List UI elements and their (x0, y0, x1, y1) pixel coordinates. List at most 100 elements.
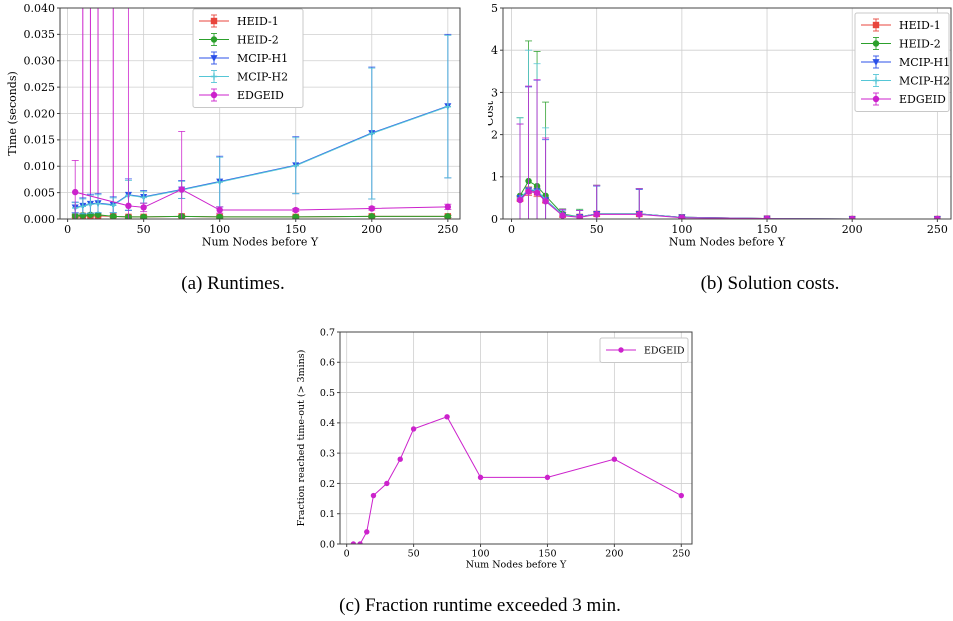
y-tick-label: 0.6 (320, 358, 335, 369)
chart-runtimes: 0 50 100 150 200 250 0.000 0.005 0.010 0.015 0.020… (6, 2, 461, 249)
data-point (525, 188, 532, 195)
x-axis-label: Num Nodes before Y (466, 559, 567, 570)
y-tick-label: 0.030 (24, 55, 56, 68)
legend-label: MCIP-H1 (899, 56, 950, 69)
data-point (79, 203, 87, 210)
data-point (125, 202, 132, 210)
data-point (516, 196, 524, 204)
x-tick-label: 50 (590, 223, 604, 236)
legend-marker (872, 21, 880, 29)
y-tick-label: 0.2 (320, 479, 335, 490)
legend-label: HEID-1 (899, 19, 941, 32)
data-point (410, 426, 417, 432)
legend-label: EDGEID (644, 345, 685, 356)
x-tick-label: 200 (361, 223, 382, 236)
x-tick-label: 250 (672, 549, 690, 560)
legend-label: HEID-2 (899, 37, 941, 50)
y-tick-label: 0.4 (320, 418, 335, 429)
legend-label: EDGEID (237, 89, 284, 102)
chart-solution-costs: 0 50 100 150 200 250 0 1 2 3 4 5 Num Nodes before Y C… (488, 2, 952, 249)
data-point (444, 414, 450, 420)
y-tick-label: 0 (491, 213, 498, 226)
y-tick-label: 2 (491, 128, 498, 141)
legend-marker (210, 17, 218, 25)
legend-marker (618, 347, 624, 353)
legend-marker (210, 73, 218, 80)
caption-c: (c) Fraction runtime exceeded 3 min. (339, 595, 621, 616)
data-point (87, 201, 94, 208)
y-tick-label: 1 (491, 171, 498, 184)
data-point (350, 541, 357, 544)
legend-marker (872, 95, 880, 103)
data-point (178, 186, 185, 193)
data-point (849, 215, 856, 219)
x-tick-label: 50 (137, 223, 151, 236)
y-tick-label: 0.000 (24, 213, 56, 226)
x-tick-label: 50 (408, 549, 420, 560)
x-tick-label: 0 (64, 223, 71, 236)
data-point (216, 213, 223, 219)
x-tick-label: 250 (437, 223, 458, 236)
x-tick-label: 0 (508, 223, 515, 236)
legend-item: MCIP-H2 (861, 74, 950, 87)
series-line (519, 180, 938, 219)
data-point (559, 212, 566, 219)
legend-marker (210, 36, 218, 43)
legend-label: MCIP-H2 (237, 70, 288, 83)
data-point (397, 456, 403, 462)
series-line (353, 416, 682, 544)
y-tick-label: 5 (491, 2, 498, 15)
y-tick-label: 0.015 (24, 134, 56, 147)
y-axis-label: Cost (488, 100, 496, 126)
y-tick-label: 4 (491, 44, 498, 57)
y-tick-label: 0.0 (320, 539, 335, 550)
data-point (384, 480, 390, 487)
legend-label: EDGEID (899, 93, 946, 106)
legend-marker (210, 91, 218, 99)
data-point (216, 206, 223, 214)
data-point (444, 213, 452, 219)
y-tick-label: 0.040 (24, 2, 56, 15)
legend-box (599, 337, 689, 363)
y-axis-label: Fraction reached time-out (> 3mins) (296, 350, 307, 527)
caption-b: (b) Solution costs. (700, 273, 840, 294)
legend: HEID-1 HEID-2 MCIP-H1 MCIP-H2 EDGEID (192, 8, 304, 108)
data-point (542, 198, 549, 205)
data-point (593, 211, 600, 218)
x-tick-label: 100 (209, 223, 230, 236)
data-point (364, 529, 370, 535)
legend-item: MCIP-H2 (199, 70, 288, 83)
caption-a: (a) Runtimes. (181, 273, 285, 294)
data-point (763, 215, 771, 219)
data-point (110, 202, 117, 209)
chart-fraction-timeout: 0 50 100 150 200 250 0.0 0.1 0.2 0.3 0.4 0.5 0.6 0.7 N… (296, 327, 693, 570)
legend-marker (210, 55, 218, 62)
data-point (444, 103, 452, 110)
y-tick-label: 0.010 (24, 160, 56, 173)
data-point (94, 200, 102, 207)
data-point (110, 213, 117, 219)
y-tick-label: 0.025 (24, 81, 56, 94)
legend-label: MCIP-H2 (899, 74, 950, 87)
data-point (544, 474, 551, 481)
x-tick-label: 150 (285, 223, 306, 236)
x-tick-label: 100 (671, 223, 692, 236)
data-point (368, 213, 375, 219)
y-tick-label: 0.020 (24, 107, 56, 120)
legend-item: MCIP-H1 (861, 55, 950, 69)
legend-label: HEID-1 (237, 15, 279, 28)
y-tick-label: 3 (491, 86, 498, 99)
legend-item: HEID-1 (199, 14, 279, 28)
x-tick-label: 150 (538, 549, 556, 560)
data-point (292, 206, 299, 214)
legend-marker (872, 77, 880, 84)
series-edgeid (71, 8, 452, 219)
x-tick-label: 0 (344, 549, 350, 560)
data-point (216, 178, 223, 186)
y-tick-label: 0.035 (24, 28, 56, 41)
x-tick-label: 250 (927, 223, 948, 236)
x-tick-label: 200 (605, 549, 623, 560)
data-point (444, 203, 452, 211)
x-tick-label: 200 (842, 223, 863, 236)
legend: EDGEID (599, 337, 689, 363)
